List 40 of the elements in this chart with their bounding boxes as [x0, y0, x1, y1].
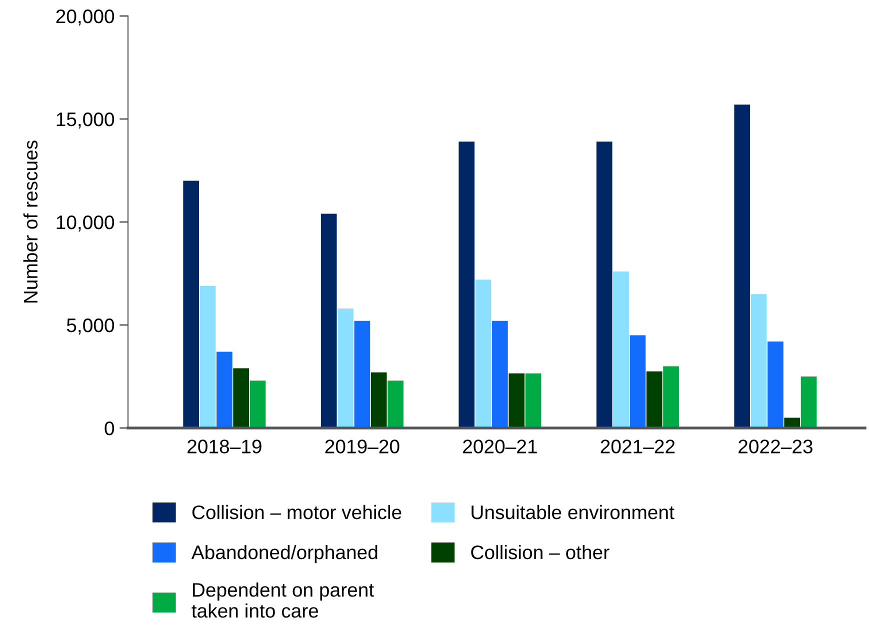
bar [646, 371, 662, 428]
x-tick-label: 2021–22 [600, 440, 675, 454]
legend-label: Abandoned/orphaned [191, 544, 378, 564]
bar [370, 372, 387, 428]
bar [458, 142, 475, 428]
legend-label: Unsuitable environment [472, 504, 674, 520]
bar [800, 376, 817, 428]
y-tick-label: 20,000 [56, 9, 114, 26]
bar [768, 341, 784, 428]
legend-label: Dependent on parent taken into care [192, 582, 374, 618]
y-tick-label: 10,000 [56, 215, 114, 232]
bar [338, 308, 354, 428]
bar [233, 368, 250, 428]
legend-label: Collision – motor vehicle [192, 504, 402, 520]
bar [596, 142, 612, 428]
bar [492, 320, 508, 428]
bar [734, 104, 750, 428]
y-axis-title: Number of rescues [23, 140, 38, 303]
bar [525, 373, 542, 428]
bar [630, 335, 646, 428]
bar [354, 320, 370, 428]
bar [613, 271, 629, 428]
x-tick-label: 2019–20 [325, 440, 400, 454]
bar [320, 214, 337, 428]
bar [250, 380, 266, 428]
bar [750, 294, 767, 428]
y-tick-label: 0 [104, 421, 114, 436]
x-tick-label: 2020–21 [463, 440, 537, 454]
bar [183, 180, 200, 428]
y-tick-label: 5,000 [66, 318, 114, 335]
x-tick-label: 2022–23 [738, 440, 812, 454]
bar [508, 373, 525, 428]
legend-label: Collision – other [471, 544, 610, 560]
bar [200, 286, 216, 428]
bar [216, 352, 232, 428]
bar [663, 366, 679, 428]
y-tick-label: 15,000 [56, 112, 114, 129]
bar [388, 380, 404, 428]
bar [475, 280, 492, 428]
x-tick-label: 2018–19 [188, 440, 262, 454]
